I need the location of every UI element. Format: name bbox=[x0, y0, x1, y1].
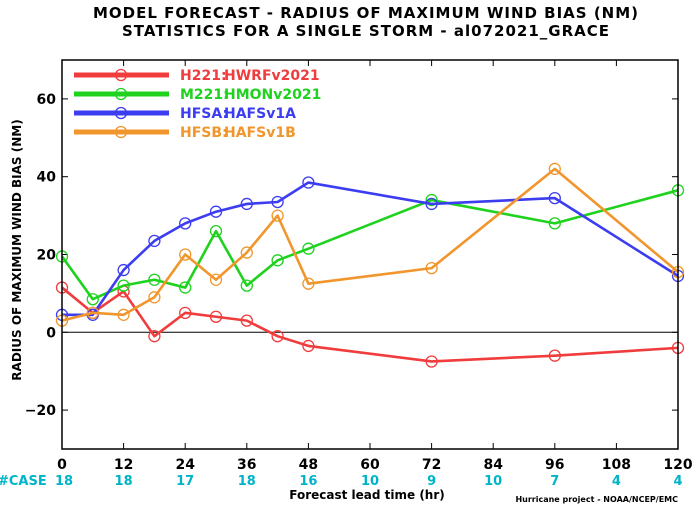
x-tick-label: 48 bbox=[299, 457, 318, 473]
case-count: 17 bbox=[176, 474, 194, 489]
case-row: #CASE 18 18 17 18 16 10 9 10 7 4 4 bbox=[0, 474, 683, 489]
legend-marker bbox=[114, 68, 128, 82]
data-point bbox=[425, 197, 438, 211]
case-count: 10 bbox=[361, 474, 379, 489]
data-point bbox=[148, 234, 161, 248]
series-line bbox=[61, 286, 679, 363]
legend-marker bbox=[114, 125, 128, 139]
data-point bbox=[240, 197, 253, 211]
x-axis-ticks: 0 12 24 36 48 60 72 84 96 108 120 bbox=[57, 60, 693, 473]
x-axis-label: Forecast lead time (hr) bbox=[289, 488, 445, 502]
data-point bbox=[302, 339, 315, 353]
x-tick-label: 108 bbox=[602, 457, 631, 473]
x-tick-label: 96 bbox=[545, 457, 564, 473]
data-point bbox=[548, 217, 561, 230]
chart-subtitle: STATISTICS FOR A SINGLE STORM - al072021… bbox=[122, 22, 610, 40]
data-point bbox=[209, 205, 223, 218]
data-point bbox=[148, 273, 161, 286]
data-point bbox=[425, 193, 438, 207]
data-point bbox=[117, 263, 130, 277]
data-point bbox=[271, 330, 284, 343]
x-tick-label: 72 bbox=[422, 457, 441, 473]
legend-marker bbox=[114, 87, 128, 101]
case-count: 18 bbox=[115, 474, 133, 489]
data-point bbox=[271, 195, 284, 209]
data-point bbox=[302, 176, 315, 189]
series-line bbox=[62, 181, 679, 317]
case-count: 18 bbox=[55, 474, 73, 489]
data-point bbox=[86, 306, 99, 320]
case-count: 7 bbox=[550, 474, 559, 489]
credit-text: Hurricane project - NOAA/NCEP/EMC bbox=[515, 495, 678, 504]
y-tick-label: 40 bbox=[37, 170, 57, 186]
legend-code: H221: bbox=[180, 68, 227, 84]
data-point bbox=[179, 217, 192, 230]
data-point bbox=[209, 273, 223, 286]
data-point bbox=[302, 242, 315, 255]
y-tick-label: 60 bbox=[37, 92, 57, 108]
x-tick-label: 0 bbox=[57, 457, 67, 473]
x-tick-label: 24 bbox=[175, 457, 195, 473]
legend: H221:HWRFv2021 M221:HMONv2021 HFSA:HAFSv1A… bbox=[74, 68, 321, 141]
chart-title: MODEL FORECAST - RADIUS OF MAXIMUM WIND … bbox=[93, 4, 639, 22]
y-tick-label: 20 bbox=[37, 248, 57, 264]
data-point bbox=[117, 308, 130, 321]
x-tick-label: 84 bbox=[483, 457, 503, 473]
legend-label: HAFSv1B bbox=[224, 125, 296, 141]
data-point bbox=[240, 246, 253, 259]
data-point bbox=[86, 293, 99, 306]
legend-marker bbox=[114, 106, 128, 120]
plot-frame bbox=[61, 59, 679, 450]
case-count: 4 bbox=[612, 474, 621, 489]
case-count: 10 bbox=[484, 474, 502, 489]
data-point bbox=[271, 254, 284, 267]
case-count: 16 bbox=[299, 474, 317, 489]
x-tick-label: 36 bbox=[237, 457, 256, 473]
legend-code: M221: bbox=[180, 87, 229, 103]
data-point bbox=[148, 291, 161, 304]
legend-item: HFSA:HAFSv1A bbox=[74, 106, 296, 122]
data-point bbox=[425, 355, 438, 368]
legend-code: HFSB: bbox=[180, 125, 228, 141]
data-point bbox=[548, 162, 561, 176]
legend-label: HMONv2021 bbox=[224, 87, 321, 103]
case-count: 9 bbox=[427, 474, 436, 489]
series-layer bbox=[55, 162, 685, 368]
data-point bbox=[179, 281, 192, 294]
case-count: 18 bbox=[238, 474, 256, 489]
legend-code: HFSA: bbox=[180, 106, 228, 122]
y-tick-label: 0 bbox=[46, 325, 56, 341]
y-axis-label: RADIUS OF MAXIMUM WIND BIAS (NM) bbox=[10, 119, 24, 380]
case-count: 4 bbox=[673, 474, 682, 489]
data-point bbox=[179, 306, 192, 320]
legend-item: H221:HWRFv2021 bbox=[74, 68, 320, 84]
series-line bbox=[61, 167, 679, 322]
data-point bbox=[179, 248, 192, 261]
data-point bbox=[302, 277, 315, 290]
legend-label: HAFSv1A bbox=[224, 106, 296, 122]
data-point bbox=[548, 349, 561, 362]
x-tick-label: 60 bbox=[360, 457, 380, 473]
data-point bbox=[548, 191, 561, 205]
data-point bbox=[148, 330, 161, 343]
data-point bbox=[240, 314, 253, 327]
data-point bbox=[209, 225, 223, 238]
data-point bbox=[425, 261, 438, 275]
x-tick-label: 12 bbox=[114, 457, 133, 473]
legend-item: M221:HMONv2021 bbox=[74, 87, 321, 103]
data-point bbox=[209, 310, 223, 323]
legend-item: HFSB:HAFSv1B bbox=[74, 125, 296, 141]
data-point bbox=[240, 279, 253, 292]
data-point bbox=[271, 209, 284, 222]
x-tick-label: 120 bbox=[663, 457, 692, 473]
series-HWRFv2021 bbox=[55, 281, 685, 368]
case-label: #CASE bbox=[0, 474, 47, 489]
y-axis-ticks: −20 0 20 40 60 bbox=[25, 92, 678, 419]
series-line bbox=[60, 189, 679, 301]
data-point bbox=[117, 279, 130, 292]
y-tick-label: −20 bbox=[25, 403, 56, 419]
legend-label: HWRFv2021 bbox=[224, 68, 320, 84]
